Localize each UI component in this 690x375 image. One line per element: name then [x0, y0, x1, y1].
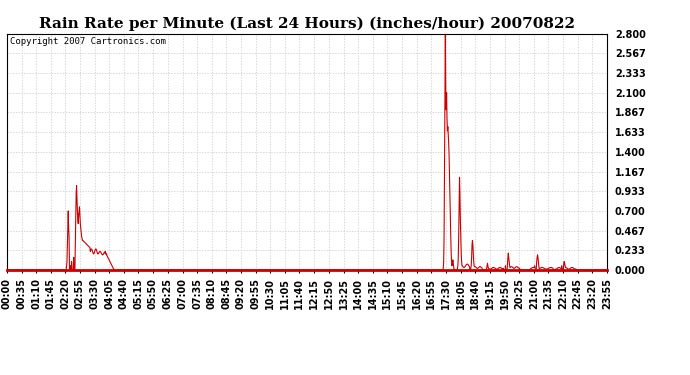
Title: Rain Rate per Minute (Last 24 Hours) (inches/hour) 20070822: Rain Rate per Minute (Last 24 Hours) (in…: [39, 17, 575, 31]
Text: Copyright 2007 Cartronics.com: Copyright 2007 Cartronics.com: [10, 37, 166, 46]
